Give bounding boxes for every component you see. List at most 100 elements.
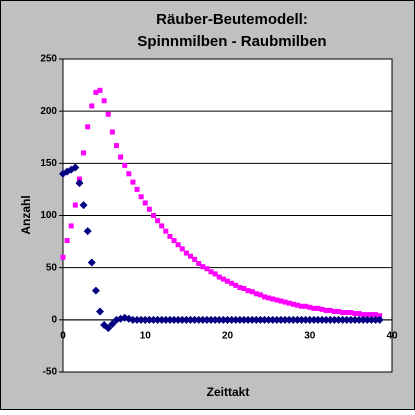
data-point [350,315,359,324]
data-point [71,163,80,172]
y-tick-label: 200 [40,106,57,117]
x-tick-label: 0 [60,330,66,341]
data-point [122,162,128,168]
data-point [163,228,169,234]
data-point [272,315,281,324]
data-point [208,269,214,275]
data-point [190,315,199,324]
data-point [344,310,350,316]
data-point [109,129,115,135]
data-point [97,87,103,93]
data-point [182,315,191,324]
data-point [215,315,224,324]
data-point [346,315,355,324]
data-point [227,315,236,324]
data-point [371,315,380,324]
data-point [297,315,306,324]
data-point [281,315,290,324]
data-point [187,253,193,259]
data-point [363,315,372,324]
data-point [126,171,132,177]
data-point [231,315,240,324]
data-point [75,179,84,188]
data-point [293,315,302,324]
data-point [186,315,195,324]
data-point [223,315,232,324]
data-point [364,312,370,318]
y-tick-label: -50 [43,367,58,378]
data-point [113,143,119,149]
data-point [145,315,154,324]
y-tick-label: 150 [40,158,57,169]
data-point [79,201,88,210]
data-point [202,315,211,324]
data-point [141,315,150,324]
data-point [286,300,292,306]
x-axis-label: Zeittakt [207,385,250,399]
data-point [130,179,136,185]
data-point [196,260,202,266]
data-point [276,315,285,324]
data-point [229,280,235,286]
data-point [108,320,117,329]
data-point [81,150,87,156]
y-axis-label: Anzahl [19,195,33,234]
data-point [257,292,263,298]
data-point [270,296,276,302]
data-point [326,315,335,324]
data-point [301,315,310,324]
data-point [128,315,137,324]
data-point [294,302,300,308]
data-point [336,308,342,314]
data-point [167,233,173,239]
data-point [377,313,383,319]
data-point [235,315,244,324]
data-point [137,315,146,324]
data-point [220,276,226,282]
data-point [323,307,329,313]
data-point [248,315,257,324]
data-point [153,315,162,324]
data-point [150,213,156,218]
data-point [305,315,314,324]
data-point [101,98,107,104]
y-tick-label: 100 [40,210,57,221]
data-point [233,282,239,288]
data-point [142,200,148,206]
data-point [334,315,343,324]
data-point [157,315,166,324]
data-point [289,315,298,324]
data-point [178,315,187,324]
data-point [204,266,210,272]
data-point [219,315,228,324]
data-point [174,315,183,324]
data-point [338,315,347,324]
data-point [87,258,96,267]
data-point [198,315,207,324]
data-point [175,242,181,248]
data-point [282,299,288,305]
data-point [268,315,277,324]
data-point [138,194,144,200]
data-point [352,311,358,317]
data-point [355,315,364,324]
data-point [274,297,280,303]
data-point [72,202,78,208]
data-point [207,315,216,324]
chart-subtitle: Spinnmilben - Raubmilben [137,33,326,50]
data-point [342,315,351,324]
data-point [146,206,152,212]
data-point [327,307,333,313]
data-point [165,315,174,324]
data-point [159,223,165,229]
data-point [318,315,327,324]
chart-title: Räuber-Beutemodell: [156,11,308,28]
data-point [244,315,253,324]
data-point [309,315,318,324]
data-point [212,271,218,277]
data-point [319,306,325,312]
data-point [373,312,379,318]
y-tick-label: 0 [51,314,57,325]
data-point [194,315,203,324]
